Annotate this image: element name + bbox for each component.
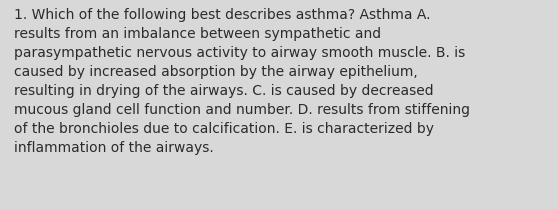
Text: 1. Which of the following best describes asthma? Asthma A.
results from an imbal: 1. Which of the following best describes… — [14, 8, 470, 155]
